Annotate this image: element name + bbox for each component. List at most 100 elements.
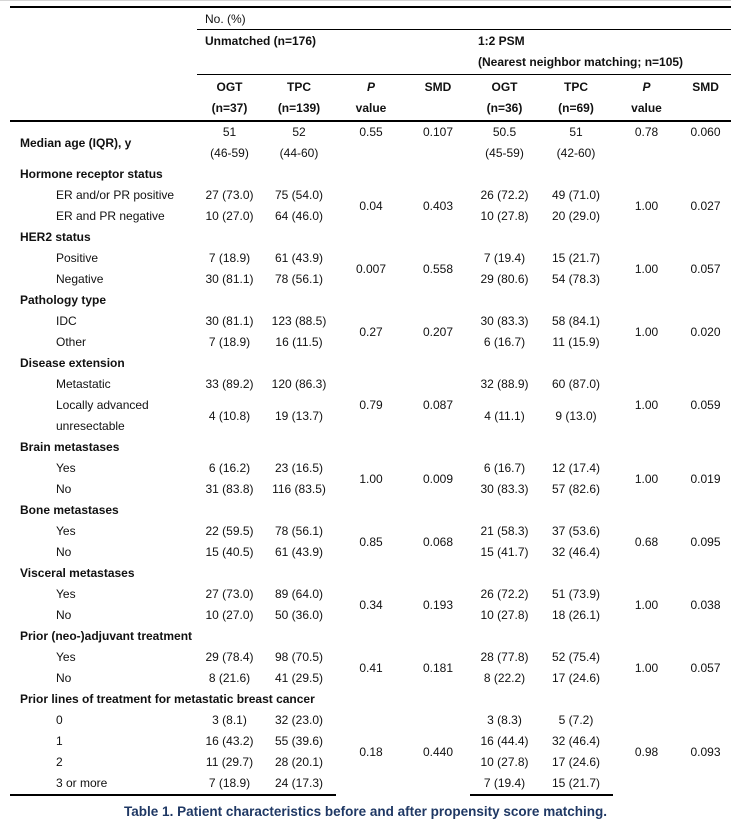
smd-unmatched: 0.207: [422, 324, 454, 339]
row-label: Locally advanced unresectable: [56, 398, 149, 433]
section-header-row: Prior lines of treatment for metastatic …: [10, 689, 731, 710]
value-tpc-unmatched: 23 (16.5): [274, 461, 324, 475]
value-ogt-psm: 8 (22.2): [483, 671, 526, 685]
value-tpc-unmatched: 89 (64.0): [274, 587, 324, 601]
section-title: HER2 status: [20, 230, 91, 244]
section-title: Prior lines of treatment for metastatic …: [20, 692, 315, 706]
value-tpc-unmatched: 120 (86.3): [271, 377, 327, 391]
smd-unmatched: 0.009: [422, 471, 454, 486]
value-ogt-psm: 7 (19.4): [470, 773, 539, 796]
table-row: 1 16 (43.2) 55 (39.6) 16 (44.4) 32 (46.4): [10, 731, 731, 752]
table-row: Metastatic 33 (89.2) 120 (86.3) 0.79 0.087 32…: [10, 374, 731, 412]
row-label: Other: [56, 335, 87, 349]
column-header-tpc-unmatched: TPC (n=139): [262, 74, 336, 122]
row-label: Yes: [56, 587, 76, 601]
section-header-row: Prior (neo-)adjuvant treatment: [10, 626, 731, 647]
table-row: Other 7 (18.9) 16 (11.5) 6 (16.7) 11 (15.9): [10, 332, 731, 353]
table-caption: Table 1. Patient characteristics before …: [124, 804, 607, 819]
value-ogt-unmatched: 10 (27.0): [205, 608, 254, 622]
value-ogt-unmatched: 29 (78.4): [205, 650, 254, 664]
page-crop-artifact-line: [0, 0, 731, 6]
value-tpc-unmatched: 50 (36.0): [274, 608, 324, 622]
table-row: ER and PR negative 10 (27.0) 64 (46.0) 10 (…: [10, 206, 731, 227]
value-tpc-unmatched: 123 (88.5): [271, 314, 327, 328]
value-ogt-psm: 10 (27.8): [480, 755, 529, 769]
column-header-smd-psm: SMD: [680, 74, 731, 122]
smd-psm: 0.057: [690, 261, 721, 276]
value-tpc-psm: 57 (82.6): [551, 482, 601, 496]
pvalue-psm: 1.00: [634, 261, 659, 276]
table-row: Median age (IQR), y 51 (46-59) 52 (44-60) 0.5…: [10, 121, 731, 164]
group-unmatched-label: Unmatched (n=176): [205, 34, 317, 48]
header-corner-cell: [10, 6, 197, 122]
header-row-columns: OGT (n=37) TPC (n=139) P value SMD OGT (…: [10, 74, 731, 122]
column-header-text: OGT: [491, 80, 518, 94]
column-header-text: SMD: [424, 80, 452, 94]
section-title: Bone metastases: [20, 503, 119, 517]
section-header-row: Bone metastases: [10, 500, 731, 521]
value-ogt-psm: 21 (58.3): [480, 524, 529, 538]
column-header-tpc-psm: TPC (n=69): [539, 74, 613, 122]
table-body: Median age (IQR), y 51 (46-59) 52 (44-60) 0.5…: [10, 121, 731, 796]
value-ogt-psm: 15 (41.7): [480, 545, 529, 559]
smd-psm: 0.020: [690, 324, 721, 339]
smd-unmatched: 0.193: [422, 597, 454, 612]
header-row-groups: Unmatched (n=176) 1:2 PSM (Nearest neigh…: [10, 29, 731, 75]
table-row: Yes 6 (16.2) 23 (16.5) 1.00 0.009 6 (16.7) 12 …: [10, 458, 731, 486]
value-ogt-unmatched: 10 (27.0): [205, 209, 254, 223]
pvalue-unmatched: 0.27: [359, 324, 383, 339]
value-ogt-unmatched: 11 (29.7): [205, 755, 254, 769]
value-tpc-unmatched: 55 (39.6): [274, 734, 324, 748]
value-tpc-unmatched: 61 (43.9): [274, 545, 324, 559]
value-ogt-psm: 6 (16.7): [483, 461, 526, 475]
value-ogt-unmatched: 7 (18.9): [208, 251, 251, 265]
value-ogt-psm: 50.5 (45-59): [485, 125, 524, 160]
column-header-text: P: [366, 80, 375, 94]
pvalue-psm: 1.00: [634, 324, 659, 339]
row-label: 0: [56, 713, 63, 727]
value-tpc-psm: 32 (46.4): [551, 734, 601, 748]
column-header-text: value: [631, 101, 662, 115]
column-header-text: (n=37): [211, 101, 248, 115]
value-tpc-psm: 5 (7.2): [558, 713, 594, 727]
column-header-text: SMD: [692, 80, 719, 94]
smd-psm: 0.095: [690, 534, 721, 549]
table-row: Negative 30 (81.1) 78 (56.1) 29 (80.6) 54 (7…: [10, 269, 731, 290]
smd-unmatched: 0.087: [422, 398, 454, 412]
smd-psm: 0.057: [690, 660, 721, 675]
value-ogt-unmatched: 51 (46-59): [210, 125, 249, 160]
table-row: No 8 (21.6) 41 (29.5) 8 (22.2) 17 (24.6): [10, 668, 731, 689]
table-row: IDC 30 (81.1) 123 (88.5) 0.27 0.207 30 (83.3)…: [10, 311, 731, 339]
value-ogt-unmatched: 30 (81.1): [205, 314, 254, 328]
row-label: 3 or more: [10, 773, 197, 796]
value-tpc-unmatched: 116 (83.5): [272, 482, 326, 496]
value-ogt-psm: 29 (80.6): [480, 272, 529, 286]
value-tpc-psm: 11 (15.9): [552, 335, 600, 349]
value-tpc-unmatched: 61 (43.9): [274, 251, 324, 265]
value-tpc-psm: 52 (75.4): [551, 650, 601, 664]
value-tpc-psm: 17 (24.6): [551, 755, 601, 769]
value-tpc-psm: 49 (71.0): [551, 188, 601, 202]
value-tpc-unmatched: 98 (70.5): [274, 650, 324, 664]
section-header-row: Hormone receptor status: [10, 164, 731, 185]
column-header-text: (n=36): [486, 101, 523, 115]
section-title: Hormone receptor status: [20, 167, 163, 181]
row-label: No: [56, 482, 72, 496]
pvalue-psm: 1.00: [634, 198, 659, 213]
pvalue-unmatched: 0.34: [359, 597, 383, 612]
value-tpc-unmatched: 24 (17.3): [262, 773, 336, 796]
table-row: ER and/or PR positive 27 (73.0) 75 (54.0) 0…: [10, 185, 731, 213]
value-ogt-psm: 26 (72.2): [480, 587, 529, 601]
value-ogt-psm: 28 (77.8): [480, 650, 529, 664]
section-header-row: Pathology type: [10, 290, 731, 311]
table-row: Yes 27 (73.0) 89 (64.0) 0.34 0.193 26 (72.2) 5…: [10, 584, 731, 612]
row-label: 2: [56, 755, 63, 769]
pvalue-unmatched: 0.85: [359, 534, 383, 549]
pvalue-unmatched: 1.00: [359, 471, 383, 486]
value-ogt-psm: 30 (83.3): [480, 314, 529, 328]
row-label: Median age (IQR), y: [20, 135, 132, 150]
pvalue-unmatched: 0.007: [355, 261, 387, 276]
value-tpc-unmatched: 19 (13.7): [274, 408, 324, 423]
row-label: Yes: [56, 650, 76, 664]
smd-unmatched: 0.558: [422, 261, 454, 276]
